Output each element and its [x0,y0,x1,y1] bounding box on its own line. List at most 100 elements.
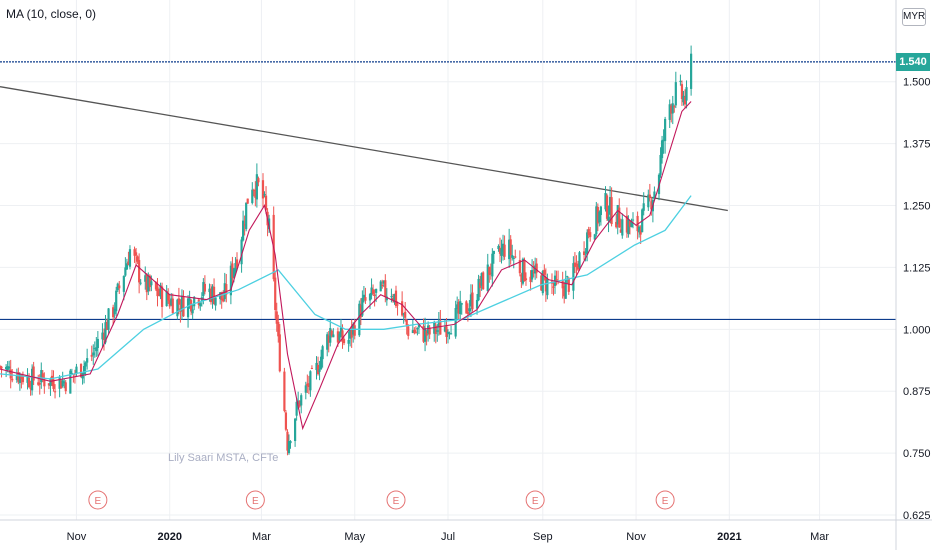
candle-body [107,308,110,330]
candle-body [255,174,258,200]
time-axis[interactable]: Nov 2020 Mar May Jul Sep Nov 2021 Mar [0,519,932,543]
currency-badge[interactable]: MYR [902,8,926,26]
candle-body [327,335,330,343]
candle-body [486,264,489,292]
candle-body [532,272,535,274]
candle-body [20,374,23,379]
candle-body [492,250,495,254]
candle-body [159,285,162,297]
candle-body [176,299,179,317]
candle-body [27,377,31,388]
candle-body [638,226,641,233]
candle-body [529,276,532,282]
candle-body [578,252,581,268]
candle-body [180,295,184,310]
candle-body [79,364,83,378]
candle-body [586,232,589,255]
candle-body [246,198,249,204]
candle-body [40,370,43,383]
candle-body [298,400,301,407]
candle-body [8,366,11,369]
candle-body [70,372,73,374]
candle-body [361,297,364,316]
candle-body [182,296,185,317]
candle-body [234,263,237,272]
indicator-legend[interactable]: MA (10, close, 0) [6,7,97,21]
candle-body [428,327,431,335]
candle-body [199,303,202,307]
candle-body [101,332,104,340]
candle-body [650,201,653,210]
candle-body [289,441,292,444]
candle-body [167,293,170,301]
candle-body [211,286,214,301]
candle-body [662,139,665,142]
candle-body [0,366,3,369]
candle-body [468,308,471,312]
candle-body [318,369,321,372]
candle-body [477,278,480,301]
candle-body [466,311,469,314]
candle-body [563,286,566,297]
candle-body [642,203,645,211]
candle-body [11,378,14,381]
x-tick-label: 2021 [717,531,741,543]
chart-grid [0,0,896,520]
candle-body [160,286,164,307]
x-tick-label: May [344,531,365,543]
candle-body [125,263,129,270]
price-axis[interactable]: 0.625 0.750 0.875 1.000 1.125 1.250 1.375 1.500 [895,0,931,550]
candle-body [572,263,575,291]
candle-body [411,330,414,334]
candle-body [326,334,329,350]
candle-body [338,333,341,340]
candle-body [639,230,642,235]
candle-body [552,286,555,288]
candle-body [316,364,320,375]
candle-body [321,346,324,360]
candle-body [5,367,8,370]
candle-body [604,192,607,210]
candle-body [414,331,417,333]
candle-body [417,324,421,328]
candle-body [254,189,257,198]
x-tick-label: Nov [626,531,646,543]
candle-body [679,80,682,82]
candle-body [607,216,610,221]
earnings-marker-label: E [393,496,400,507]
candle-body [647,194,650,208]
candle-body [582,251,586,255]
candle-body [518,259,521,274]
candle-body [84,362,87,367]
candle-body [488,266,491,276]
candle-body [382,281,385,284]
candle-body [423,327,427,342]
candle-body [390,296,393,298]
candle-body [116,283,119,291]
horizontal-lines [0,61,896,321]
candle-body [18,373,21,383]
candle-body [619,229,622,233]
candle-body [446,331,450,334]
candle-body [252,189,255,191]
trendline[interactable] [0,86,728,212]
candle-body [245,202,248,230]
candle-body [165,290,168,307]
earnings-marker-label: E [252,496,259,507]
candle-body [29,387,32,390]
candle-body [364,297,367,301]
y-tick-label: 1.500 [903,77,931,89]
candle-body [648,194,651,198]
candle-body [145,274,148,293]
author-watermark: Lily Saari MSTA, CFTe [168,452,279,464]
candle-body [63,381,66,384]
candle-body [37,382,40,385]
candle-body [405,319,408,326]
candle-body [489,272,492,274]
candle-body [128,249,132,267]
candle-body [222,298,225,302]
candle-body [564,278,567,299]
candle-body [427,325,430,334]
